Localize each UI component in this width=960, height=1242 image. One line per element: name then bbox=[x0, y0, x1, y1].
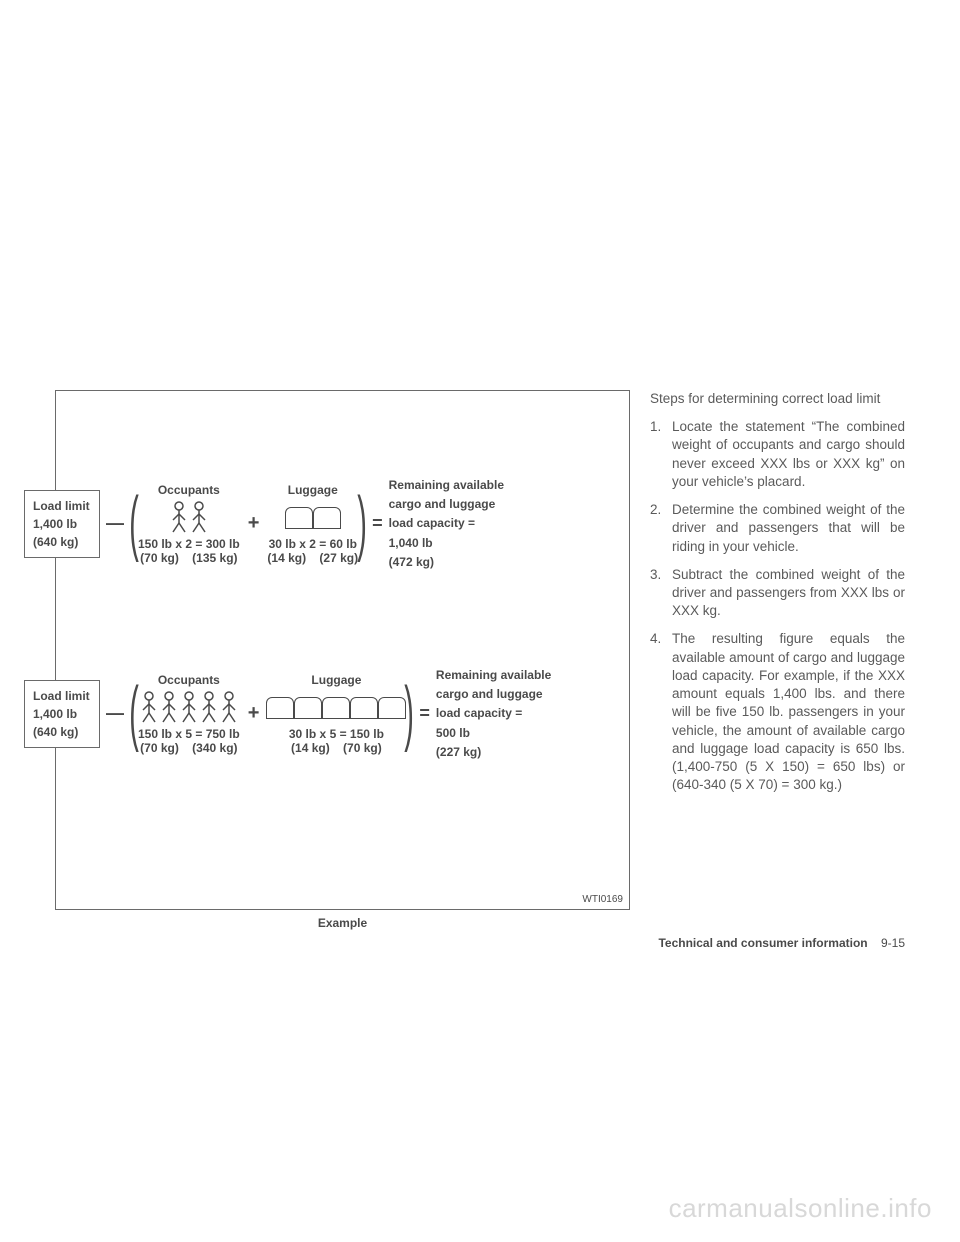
plus-icon: + bbox=[248, 702, 260, 725]
load-limit-weight: 1,400 lb bbox=[33, 515, 91, 533]
diagram-box: Load limit 1,400 lb (640 kg) — ( Occupan… bbox=[55, 390, 630, 910]
luggage-icon bbox=[266, 697, 294, 719]
page-content: Load limit 1,400 lb (640 kg) — ( Occupan… bbox=[55, 390, 905, 930]
luggage-figures bbox=[267, 507, 358, 529]
luggage-icon bbox=[294, 697, 322, 719]
load-limit-kg: (640 kg) bbox=[33, 723, 91, 741]
occupants-label: Occupants bbox=[138, 483, 240, 497]
occupants-calc: 150 lb x 5 = 750 lb bbox=[138, 727, 240, 741]
remaining-l1: Remaining available bbox=[436, 666, 576, 685]
remaining-l2: cargo and luggage bbox=[436, 685, 576, 704]
person-icon bbox=[200, 691, 218, 723]
example-row-1: Load limit 1,400 lb (640 kg) — ( Occupan… bbox=[56, 476, 629, 572]
occupants-figures bbox=[138, 691, 240, 723]
bracket-close-icon: ) bbox=[357, 495, 367, 553]
remaining-capacity: Remaining available cargo and luggage lo… bbox=[436, 666, 576, 762]
remaining-l2: cargo and luggage bbox=[389, 495, 529, 514]
remaining-l4: 500 lb bbox=[436, 724, 576, 743]
load-limit-box: Load limit 1,400 lb (640 kg) bbox=[24, 490, 100, 558]
load-limit-label: Load limit bbox=[33, 687, 91, 705]
remaining-l3: load capacity = bbox=[436, 704, 576, 723]
load-limit-box: Load limit 1,400 lb (640 kg) bbox=[24, 680, 100, 748]
person-icon bbox=[190, 501, 208, 533]
luggage-section: Luggage 30 lb x 2 = 60 lb (14 kg) (27 kg… bbox=[267, 483, 358, 565]
remaining-l5: (227 kg) bbox=[436, 743, 576, 762]
bracket-group: ( Occupants 150 lb x 2 = 300 lb (70 kg) … bbox=[130, 483, 366, 565]
equals-icon: = bbox=[419, 703, 430, 724]
luggage-icon bbox=[378, 697, 406, 719]
step-item: Determine the combined weight of the dri… bbox=[650, 501, 905, 556]
luggage-icon bbox=[313, 507, 341, 529]
bracket-open-icon: ( bbox=[129, 685, 139, 743]
step-item: Subtract the combined weight of the driv… bbox=[650, 566, 905, 621]
occupants-section: Occupants 150 lb x 2 = 300 lb (70 kg) (1… bbox=[138, 483, 240, 565]
minus-icon: — bbox=[106, 703, 124, 724]
luggage-calc: 30 lb x 2 = 60 lb bbox=[267, 537, 358, 551]
luggage-section: Luggage 30 lb x 5 = 150 lb (14 kg) (70 k… bbox=[267, 673, 405, 755]
steps-list: Locate the statement “The combined weigh… bbox=[650, 418, 905, 794]
occupants-calc: 150 lb x 2 = 300 lb bbox=[138, 537, 240, 551]
bracket-group: ( Occupants 150 lb x 5 = 750 lb (70 kg) … bbox=[130, 673, 413, 755]
example-row-2: Load limit 1,400 lb (640 kg) — ( Occupan… bbox=[56, 666, 629, 762]
remaining-capacity: Remaining available cargo and luggage lo… bbox=[389, 476, 529, 572]
person-icon bbox=[220, 691, 238, 723]
occupants-section: Occupants 150 lb x 5 = 750 lb (70 kg) (3… bbox=[138, 673, 240, 755]
occupants-sub: (70 kg) (340 kg) bbox=[138, 741, 240, 755]
bracket-open-icon: ( bbox=[129, 495, 139, 553]
bracket-close-icon: ) bbox=[405, 685, 415, 743]
person-icon bbox=[140, 691, 158, 723]
text-column: Steps for determining correct load limit… bbox=[650, 390, 905, 930]
plus-icon: + bbox=[248, 512, 260, 535]
luggage-icon bbox=[350, 697, 378, 719]
person-icon bbox=[180, 691, 198, 723]
footer-section: Technical and consumer information bbox=[658, 936, 867, 950]
occupants-figures bbox=[138, 501, 240, 533]
equals-icon: = bbox=[372, 513, 383, 534]
load-limit-label: Load limit bbox=[33, 497, 91, 515]
luggage-icon bbox=[285, 507, 313, 529]
occupants-sub: (70 kg) (135 kg) bbox=[138, 551, 240, 565]
diagram-column: Load limit 1,400 lb (640 kg) — ( Occupan… bbox=[55, 390, 630, 930]
footer-page: 9-15 bbox=[881, 936, 905, 950]
remaining-l5: (472 kg) bbox=[389, 553, 529, 572]
occupants-label: Occupants bbox=[138, 673, 240, 687]
step-item: The resulting figure equals the availabl… bbox=[650, 630, 905, 794]
load-limit-kg: (640 kg) bbox=[33, 533, 91, 551]
person-icon bbox=[170, 501, 188, 533]
page-footer: Technical and consumer information 9-15 bbox=[658, 936, 905, 950]
load-limit-weight: 1,400 lb bbox=[33, 705, 91, 723]
luggage-calc: 30 lb x 5 = 150 lb bbox=[267, 727, 405, 741]
luggage-figures bbox=[267, 697, 405, 719]
remaining-l3: load capacity = bbox=[389, 514, 529, 533]
watermark: carmanualsonline.info bbox=[669, 1193, 932, 1224]
diagram-caption: Example bbox=[55, 916, 630, 930]
luggage-icon bbox=[322, 697, 350, 719]
step-item: Locate the statement “The combined weigh… bbox=[650, 418, 905, 491]
luggage-label: Luggage bbox=[267, 483, 358, 497]
remaining-l1: Remaining available bbox=[389, 476, 529, 495]
remaining-l4: 1,040 lb bbox=[389, 534, 529, 553]
diagram-code: WTI0169 bbox=[582, 894, 623, 905]
person-icon bbox=[160, 691, 178, 723]
steps-heading: Steps for determining correct load limit bbox=[650, 390, 905, 408]
luggage-label: Luggage bbox=[267, 673, 405, 687]
luggage-sub: (14 kg) (27 kg) bbox=[267, 551, 358, 565]
luggage-sub: (14 kg) (70 kg) bbox=[267, 741, 405, 755]
minus-icon: — bbox=[106, 513, 124, 534]
